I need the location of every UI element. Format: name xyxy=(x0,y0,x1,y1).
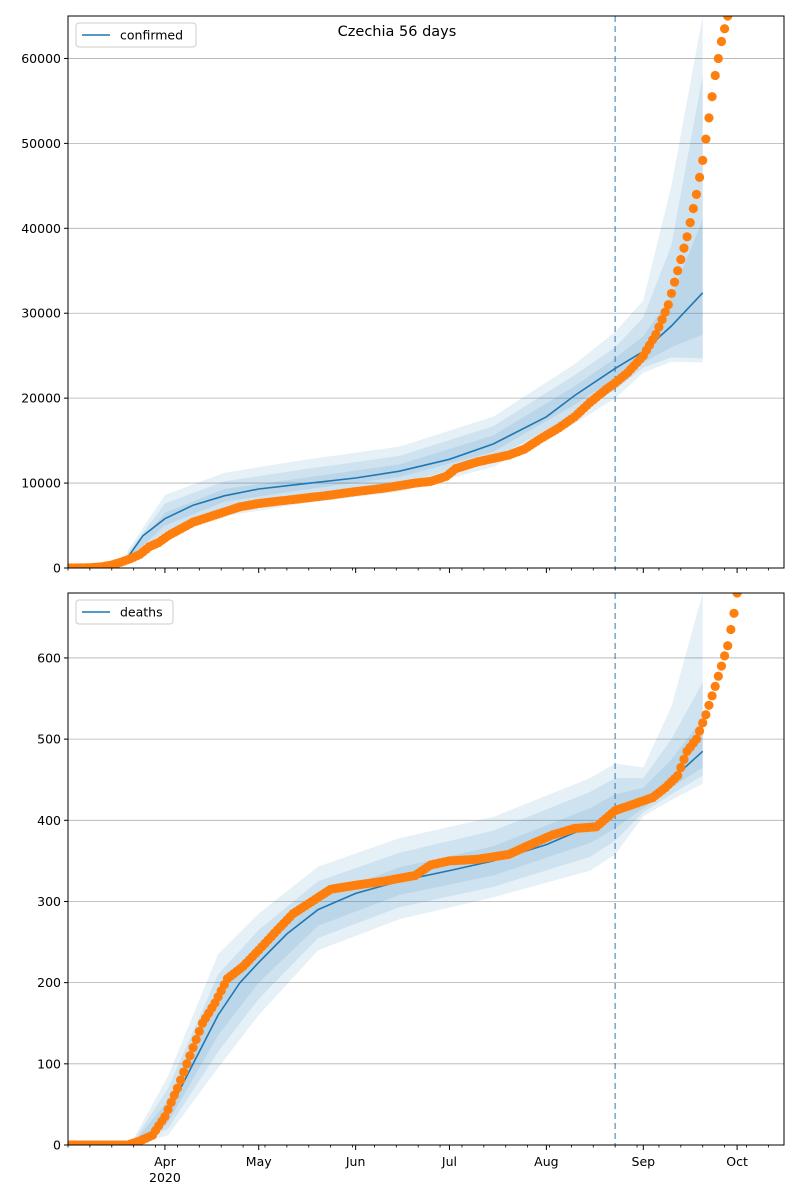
observed-point xyxy=(723,641,733,651)
legend-box xyxy=(75,22,197,48)
observed-point xyxy=(719,651,730,661)
observed-point xyxy=(688,203,698,214)
legend-box xyxy=(75,599,174,625)
observed-point xyxy=(679,754,689,765)
observed-point xyxy=(185,1051,195,1061)
x-tick-label: Jun xyxy=(345,1154,366,1169)
observed-point xyxy=(713,671,723,681)
observed-point xyxy=(694,726,705,736)
x-tick-label: May xyxy=(246,1154,272,1169)
plot-area xyxy=(68,593,742,1145)
y-tick-label: 40000 xyxy=(21,221,61,236)
observed-point xyxy=(679,243,689,253)
observed-point xyxy=(669,277,680,287)
observed-point xyxy=(666,288,677,299)
y-tick-label: 500 xyxy=(37,732,61,747)
x-tick-label: Apr xyxy=(154,1154,176,1169)
interval-band-2 xyxy=(127,75,703,561)
observed-point xyxy=(707,92,717,102)
observed-point xyxy=(726,624,736,635)
x-tick-label: Aug xyxy=(534,1154,558,1169)
observed-point xyxy=(707,691,717,701)
model-line xyxy=(126,292,704,559)
y-tick-label: 400 xyxy=(37,813,61,828)
observed-point xyxy=(691,734,702,744)
x-tick-label: Sep xyxy=(632,1154,656,1169)
observed-point xyxy=(663,300,673,310)
x-tick-label: Oct xyxy=(726,1154,748,1169)
observed-point xyxy=(169,1090,179,1100)
observed-point xyxy=(713,53,723,64)
y-tick-label: 300 xyxy=(37,894,61,909)
observed-point xyxy=(691,189,702,199)
y-tick-label: 10000 xyxy=(21,476,61,491)
observed-point xyxy=(710,70,720,81)
observed-point xyxy=(698,155,708,165)
observed-point xyxy=(191,1034,201,1045)
y-tick-label: 100 xyxy=(37,1056,61,1071)
y-tick-label: 50000 xyxy=(21,136,61,151)
observed-point xyxy=(673,266,683,276)
confirmed-panel: 0 10000 20000 30000 40000 50000 60000 confirmed xyxy=(21,15,785,576)
legend-label: confirmed xyxy=(120,28,183,43)
observed-point xyxy=(694,172,705,182)
axes-frame xyxy=(67,15,785,569)
observed-point xyxy=(160,1111,170,1122)
observed-point xyxy=(660,307,670,317)
observed-point xyxy=(723,16,733,21)
observed-point xyxy=(657,315,667,325)
observed-point xyxy=(685,218,695,228)
observed-point xyxy=(710,681,720,691)
y-tick-label: 20000 xyxy=(21,391,61,406)
interval-band-1 xyxy=(133,718,703,1145)
observed-point xyxy=(175,1075,186,1085)
observed-point xyxy=(172,1083,183,1093)
plot-area xyxy=(68,16,733,568)
axes-frame xyxy=(67,592,785,1146)
legend: deaths xyxy=(75,599,174,625)
observed-point xyxy=(673,771,683,781)
observed-point xyxy=(676,762,686,773)
observed-point xyxy=(179,1067,189,1077)
x-year-label: 2020 xyxy=(149,1170,181,1185)
observed-point xyxy=(166,1097,176,1107)
observed-point xyxy=(701,710,711,720)
observed-point xyxy=(654,322,664,332)
observed-point xyxy=(182,1059,192,1069)
observed-point xyxy=(719,24,730,34)
y-tick-label: 60000 xyxy=(21,51,61,66)
observed-point xyxy=(163,1104,173,1115)
y-tick-label: 600 xyxy=(37,650,61,665)
observed-point xyxy=(716,661,727,671)
observed-point xyxy=(701,134,711,144)
legend-label: deaths xyxy=(120,605,163,620)
interval-band-1 xyxy=(127,219,703,560)
y-tick-label: 200 xyxy=(37,975,61,990)
observed-point xyxy=(698,718,708,728)
y-tick-label: 0 xyxy=(53,561,61,576)
observed-point xyxy=(194,1026,204,1036)
observed-point xyxy=(732,593,742,598)
observed-point xyxy=(682,232,692,242)
x-tick-label: Jul xyxy=(441,1154,457,1169)
y-tick-label: 0 xyxy=(53,1138,61,1153)
observed-point xyxy=(676,254,686,265)
deaths-panel: 0 100 200 300 400 500 600 Apr May Jun Jul Aug Sep Oct… xyxy=(37,592,785,1185)
observed-point xyxy=(716,36,727,47)
figure-title: Czechia 56 days xyxy=(338,24,457,40)
observed-point xyxy=(704,113,714,123)
observed-point xyxy=(188,1042,198,1053)
legend: confirmed xyxy=(75,22,197,48)
observed-point xyxy=(704,700,714,710)
observed-point xyxy=(729,608,739,618)
y-tick-label: 30000 xyxy=(21,306,61,321)
observed-point xyxy=(651,329,661,340)
